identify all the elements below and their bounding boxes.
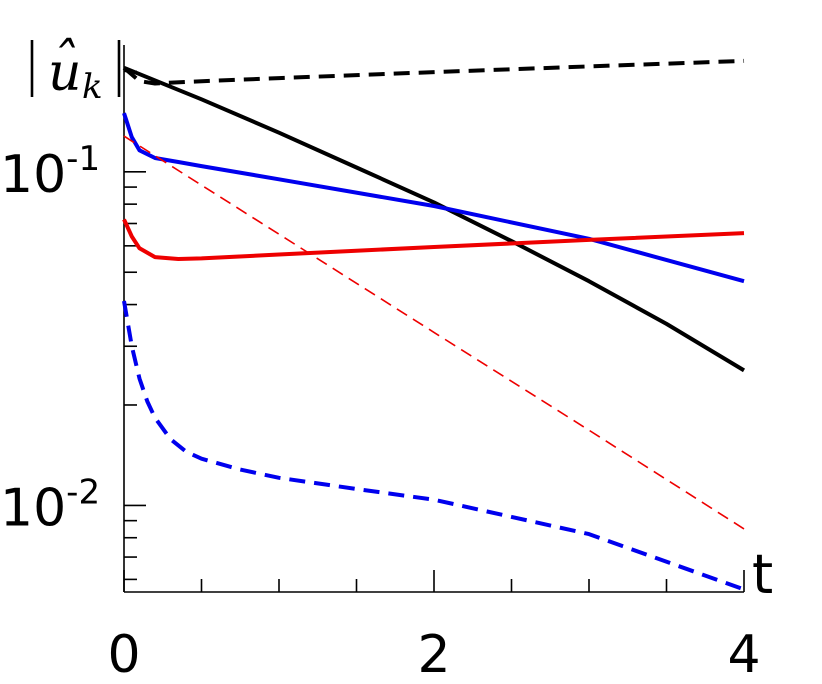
series-line-4: [123, 135, 745, 530]
y-tick-label-exp: -1: [66, 139, 100, 179]
series-group: [122, 58, 746, 592]
y-tick-label-base: 10: [0, 145, 66, 205]
y-title-sub: k: [82, 67, 103, 107]
y-title-base: u: [48, 43, 82, 103]
x-tick-label-0: 0: [107, 625, 140, 684]
y-tick-label-exp: -2: [66, 472, 100, 512]
series-line-1: [123, 65, 746, 373]
series-line-0: [122, 58, 745, 86]
x-tick-label-1: 2: [417, 625, 450, 684]
labels: t ˆ u k: [30, 33, 773, 606]
series-line-5: [122, 300, 745, 592]
y-tick-label-base: 10: [0, 478, 66, 538]
ticks: 0 2 410-110-2: [0, 70, 761, 684]
x-axis-title: t: [752, 543, 773, 606]
y-tick-label-1: 10-2: [0, 472, 100, 538]
x-tick-label-2: 4: [727, 625, 760, 684]
y-tick-label-0: 10-1: [0, 139, 100, 205]
y-title-hat: ˆ: [50, 33, 76, 93]
axes: [123, 45, 744, 593]
y-axis-title: ˆ u k: [30, 33, 121, 107]
series-line-3: [122, 218, 745, 261]
series-line-2: [122, 112, 745, 284]
